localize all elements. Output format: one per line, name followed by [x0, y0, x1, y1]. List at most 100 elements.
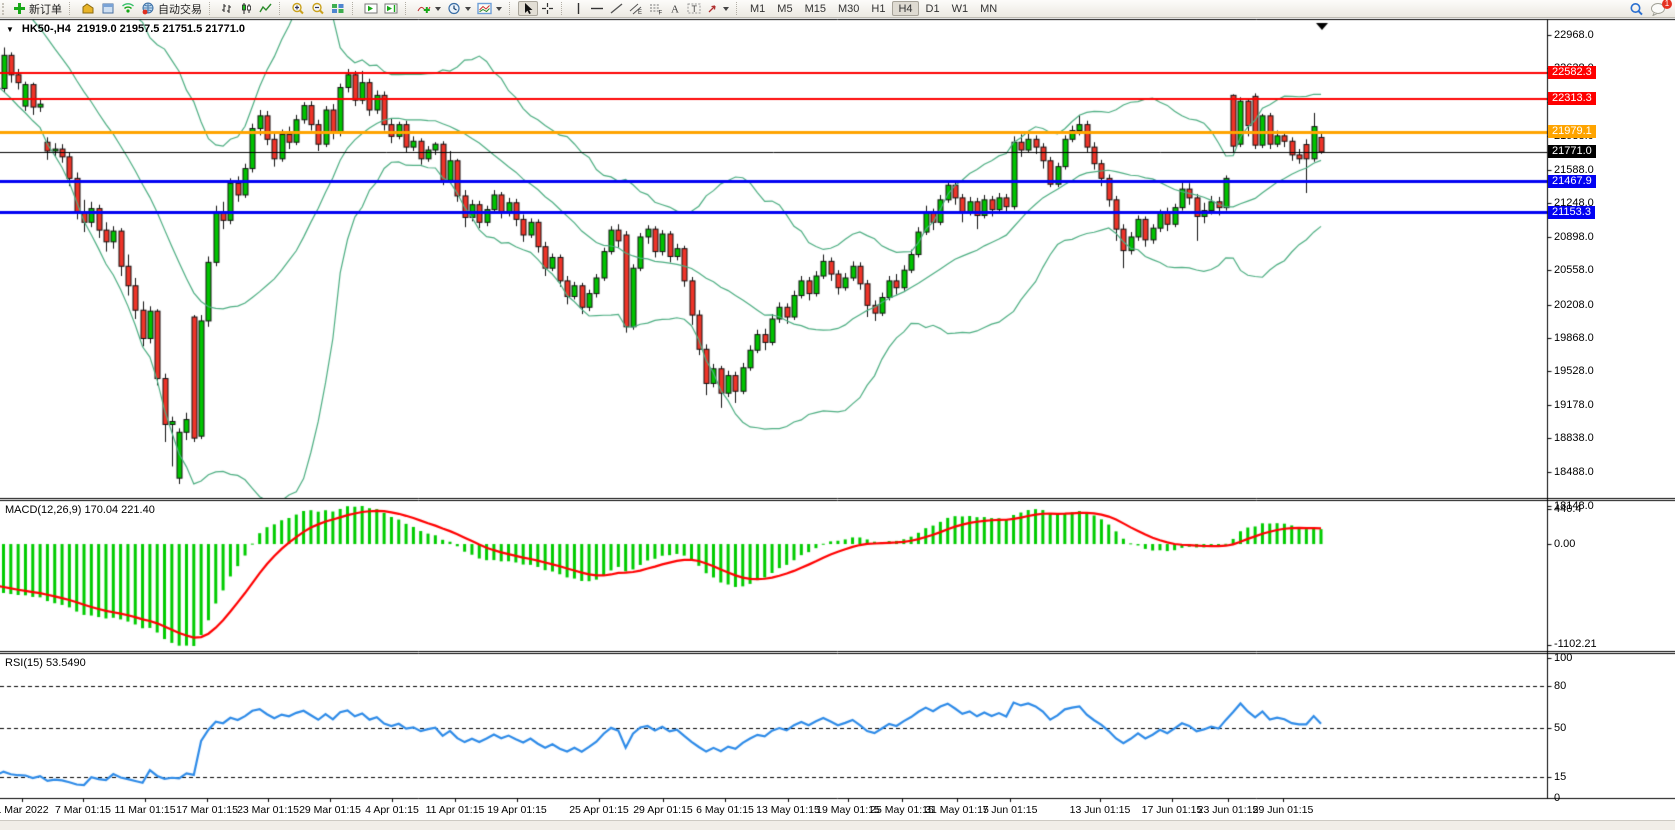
price-level-badge: 21153.3 [1548, 205, 1595, 219]
dropdown-arrow-icon [435, 6, 441, 11]
separator [736, 2, 742, 15]
time-axis-label: 7 Mar 01:15 [54, 804, 112, 816]
zoom-in-icon [292, 2, 304, 15]
time-axis-label: 6 May 01:15 [696, 804, 754, 816]
time-axis-label: 1 Mar 2022 [0, 804, 49, 816]
price-tick-label: 20558.0 [1554, 264, 1594, 277]
trendline-button[interactable] [607, 1, 626, 16]
market-watch-button[interactable] [78, 1, 98, 16]
timeframe-button-m1[interactable]: M1 [750, 2, 766, 15]
chart-dropdown-arrow-icon[interactable]: ▼ [6, 24, 14, 34]
time-axis-label: 19 Apr 01:15 [487, 804, 547, 816]
price-level-badge: 22313.3 [1548, 92, 1596, 106]
cursor-button[interactable] [518, 1, 538, 16]
indicators-add-icon [417, 6, 431, 13]
price-tick-label: 18838.0 [1554, 432, 1594, 445]
new-order-button[interactable]: 新订单 [10, 1, 65, 16]
timeframe-button-m5[interactable]: M5 [777, 2, 793, 15]
signals-icon [122, 3, 134, 13]
macd-axis-label: -1102.21 [1554, 638, 1597, 650]
autotrade-icon [142, 2, 154, 15]
chart-title: ▼ HK50-,H4 21919.0 21957.5 21751.5 21771… [6, 23, 245, 35]
timeframe-button-mn[interactable]: MN [980, 2, 998, 15]
svg-text:F: F [659, 11, 663, 16]
crosshair-icon [542, 3, 553, 14]
candlestick-chart-button[interactable] [237, 1, 256, 16]
arrows-icon [708, 5, 716, 13]
search-icon [1630, 2, 1643, 15]
separator [279, 2, 285, 15]
line-chart-icon [259, 3, 272, 13]
auto-scroll-icon [364, 3, 378, 14]
timeframe-button-h4[interactable]: H4 [892, 1, 919, 16]
separator [352, 2, 358, 15]
text-button[interactable]: A [666, 1, 684, 16]
time-axis-label: 11 Apr 01:15 [425, 804, 485, 816]
data-window-icon [102, 3, 114, 14]
bar-chart-button[interactable] [218, 1, 237, 16]
time-axis-label: 29 Jun 01:15 [1252, 804, 1314, 816]
vertical-line-button[interactable] [570, 1, 587, 16]
clock-icon [448, 2, 460, 15]
chat-bubble-icon [1651, 2, 1665, 16]
periods-button[interactable] [444, 1, 474, 16]
templates-button[interactable] [474, 1, 505, 16]
zoom-out-icon [312, 2, 324, 15]
data-window-button[interactable] [98, 1, 118, 16]
price-tick-label: 21588.0 [1554, 163, 1594, 176]
toolbar: 新订单 自动交易 [0, 0, 1675, 18]
separator [209, 2, 215, 15]
zoom-out-button[interactable] [308, 1, 328, 16]
line-chart-button[interactable] [256, 1, 275, 16]
rsi-axis-label: 80 [1554, 680, 1567, 693]
time-axis-label: 4 Apr 01:15 [365, 804, 419, 816]
horizontal-line-icon [591, 7, 603, 10]
timeframe-button-h1[interactable]: H1 [871, 2, 886, 15]
indicators-button[interactable] [414, 1, 444, 16]
equidistant-channel-button[interactable]: E [626, 1, 646, 16]
candlestick-chart-icon [242, 3, 251, 14]
price-level-badge: 21467.9 [1548, 174, 1596, 188]
price-level-badge: 21979.1 [1548, 125, 1596, 139]
search-button[interactable] [1626, 1, 1647, 16]
fibonacci-icon: F [650, 4, 663, 16]
tile-windows-button[interactable] [328, 1, 348, 16]
chart-window: ▼ HK50-,H4 21919.0 21957.5 21751.5 21771… [0, 17, 1675, 820]
arrows-button[interactable] [704, 1, 732, 16]
macd-axis-label: 440.4 [1554, 503, 1582, 515]
chart-shift-button[interactable] [381, 1, 401, 16]
new-order-label: 新订单 [29, 3, 62, 16]
time-axis-label: 23 Mar 01:15 [237, 804, 299, 816]
timeframe-button-m30[interactable]: M30 [837, 2, 860, 15]
price-tick-label: 20898.0 [1554, 231, 1594, 244]
autotrade-button[interactable]: 自动交易 [138, 1, 205, 16]
trendline-icon [610, 3, 623, 14]
text-label-button[interactable]: T [684, 1, 704, 16]
svg-text:T: T [692, 4, 698, 14]
svg-text:A: A [671, 4, 679, 16]
timeframe-button-m15[interactable]: M15 [804, 2, 826, 15]
rsi-axis-label: 0 [1554, 791, 1561, 804]
chart-canvas[interactable] [0, 17, 1675, 820]
rsi-axis-label: 15 [1554, 770, 1567, 783]
chart-symbol-period: HK50-,H4 [21, 23, 71, 35]
zoom-in-button[interactable] [288, 1, 308, 16]
timeframe-button-d1[interactable]: D1 [925, 2, 940, 15]
time-axis-label: 17 Jun 01:15 [1141, 804, 1203, 816]
separator [405, 2, 411, 15]
separator [561, 2, 567, 15]
signals-button[interactable] [118, 1, 138, 16]
crosshair-button[interactable] [538, 1, 557, 16]
price-tick-label: 19178.0 [1554, 399, 1594, 412]
templates-icon [477, 2, 492, 15]
notifications-button[interactable]: 1 [1647, 0, 1672, 16]
toolbar-grip [2, 2, 8, 15]
rsi-axis-label: 100 [1554, 652, 1573, 665]
time-axis-label: 23 Jun 01:15 [1197, 804, 1259, 816]
timeframe-button-w1[interactable]: W1 [951, 2, 969, 15]
chart-ohlc-values: 21919.0 21957.5 21751.5 21771.0 [76, 23, 246, 35]
auto-scroll-button[interactable] [361, 1, 381, 16]
horizontal-line-button[interactable] [587, 1, 607, 16]
fibonacci-button[interactable]: F [646, 1, 666, 16]
macd-axis-label: 0.00 [1554, 538, 1576, 551]
